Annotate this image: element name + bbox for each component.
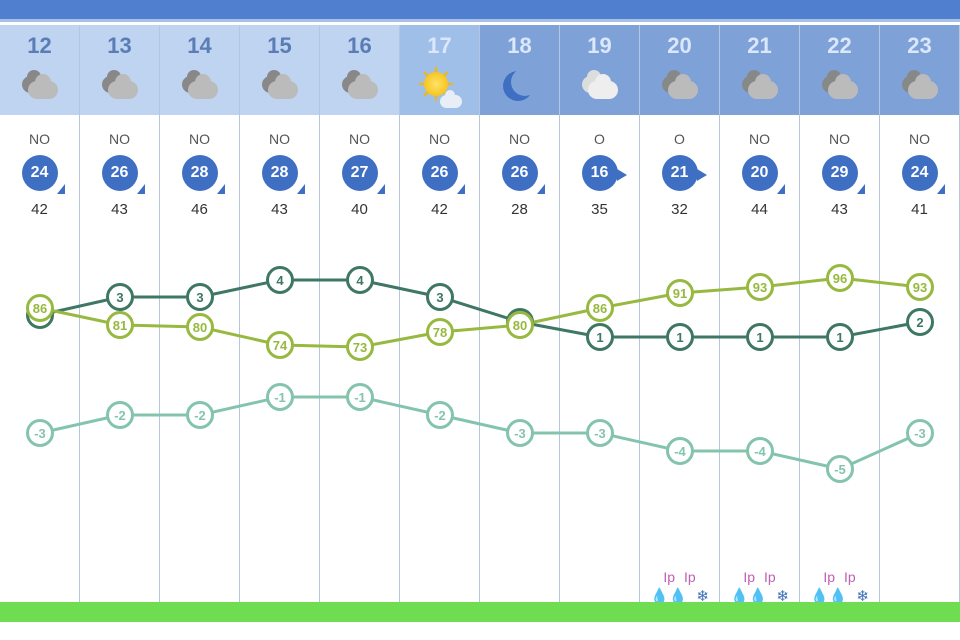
wind-speed-badge: 16: [582, 155, 618, 191]
hour-columns: 12 NO 24 42 13 NO 26 43 14 NO 28 46 15 NO 28 43 16 NO 27 40…: [0, 25, 960, 615]
wind-speed-badge: 20: [742, 155, 778, 191]
secondary-value: 40: [320, 201, 399, 218]
hour-column[interactable]: 18 NO 26 28: [480, 25, 560, 615]
hour-column[interactable]: 17 NO 26 42: [400, 25, 480, 615]
hour-label: 13: [80, 25, 159, 59]
hour-column[interactable]: 20 O 21 32 Ip Ip💧💧 ❄: [640, 25, 720, 615]
weather-icon: [160, 63, 239, 113]
hour-label: 12: [0, 25, 79, 59]
top-bar: [0, 0, 960, 22]
secondary-value: 42: [0, 201, 79, 218]
precip-label: Ip: [663, 569, 675, 585]
weather-hourly-panel: 12 NO 24 42 13 NO 26 43 14 NO 28 46 15 NO 28 43 16 NO 27 40…: [0, 0, 960, 640]
wind-direction: NO: [880, 131, 959, 147]
secondary-value: 41: [880, 201, 959, 218]
secondary-value: 42: [400, 201, 479, 218]
wind-speed-badge: 26: [502, 155, 538, 191]
weather-icon: [0, 63, 79, 113]
wind-speed-badge: 28: [262, 155, 298, 191]
wind-direction: NO: [320, 131, 399, 147]
weather-icon: [800, 63, 879, 113]
hour-column[interactable]: 22 NO 29 43 Ip Ip💧💧 ❄: [800, 25, 880, 615]
wind-direction: NO: [80, 131, 159, 147]
hour-column[interactable]: 12 NO 24 42: [0, 25, 80, 615]
wind-direction: NO: [480, 131, 559, 147]
precip-row: Ip Ip💧💧 ❄: [800, 569, 879, 606]
secondary-value: 35: [560, 201, 639, 218]
secondary-value: 44: [720, 201, 799, 218]
hour-column[interactable]: 14 NO 28 46: [160, 25, 240, 615]
weather-icon: [560, 63, 639, 113]
secondary-value: 28: [480, 201, 559, 218]
wind-direction: NO: [0, 131, 79, 147]
hour-column[interactable]: 15 NO 28 43: [240, 25, 320, 615]
hour-label: 20: [640, 25, 719, 59]
precip-label: Ip: [684, 569, 696, 585]
wind-speed-badge: 26: [422, 155, 458, 191]
hour-column[interactable]: 13 NO 26 43: [80, 25, 160, 615]
hour-label: 22: [800, 25, 879, 59]
weather-icon: [240, 63, 319, 113]
secondary-value: 32: [640, 201, 719, 218]
precip-label: Ip: [743, 569, 755, 585]
wind-speed-badge: 28: [182, 155, 218, 191]
hour-label: 14: [160, 25, 239, 59]
hour-label: 17: [400, 25, 479, 59]
wind-direction: O: [560, 131, 639, 147]
hour-label: 23: [880, 25, 959, 59]
wind-direction: NO: [800, 131, 879, 147]
secondary-value: 46: [160, 201, 239, 218]
wind-speed-badge: 21: [662, 155, 698, 191]
weather-icon: [720, 63, 799, 113]
weather-icon: [400, 63, 479, 113]
weather-icon: [80, 63, 159, 113]
wind-direction: NO: [400, 131, 479, 147]
hour-label: 15: [240, 25, 319, 59]
wind-speed-badge: 27: [342, 155, 378, 191]
secondary-value: 43: [800, 201, 879, 218]
hour-label: 16: [320, 25, 399, 59]
wind-direction: NO: [720, 131, 799, 147]
hour-label: 21: [720, 25, 799, 59]
precip-label: Ip: [764, 569, 776, 585]
hour-column[interactable]: 19 O 16 35: [560, 25, 640, 615]
hour-column[interactable]: 16 NO 27 40: [320, 25, 400, 615]
precip-label: Ip: [844, 569, 856, 585]
secondary-value: 43: [240, 201, 319, 218]
weather-icon: [480, 63, 559, 113]
wind-speed-badge: 24: [22, 155, 58, 191]
hour-column[interactable]: 23 NO 24 41: [880, 25, 960, 615]
precip-row: Ip Ip💧💧 ❄: [720, 569, 799, 606]
weather-icon: [640, 63, 719, 113]
secondary-value: 43: [80, 201, 159, 218]
grass-strip: [0, 602, 960, 622]
wind-speed-badge: 24: [902, 155, 938, 191]
weather-icon: [880, 63, 959, 113]
wind-speed-badge: 29: [822, 155, 858, 191]
wind-direction: NO: [240, 131, 319, 147]
wind-direction: NO: [160, 131, 239, 147]
precip-row: Ip Ip💧💧 ❄: [640, 569, 719, 606]
hour-column[interactable]: 21 NO 20 44 Ip Ip💧💧 ❄: [720, 25, 800, 615]
wind-speed-badge: 26: [102, 155, 138, 191]
wind-direction: O: [640, 131, 719, 147]
precip-label: Ip: [823, 569, 835, 585]
weather-icon: [320, 63, 399, 113]
hour-label: 18: [480, 25, 559, 59]
hour-label: 19: [560, 25, 639, 59]
